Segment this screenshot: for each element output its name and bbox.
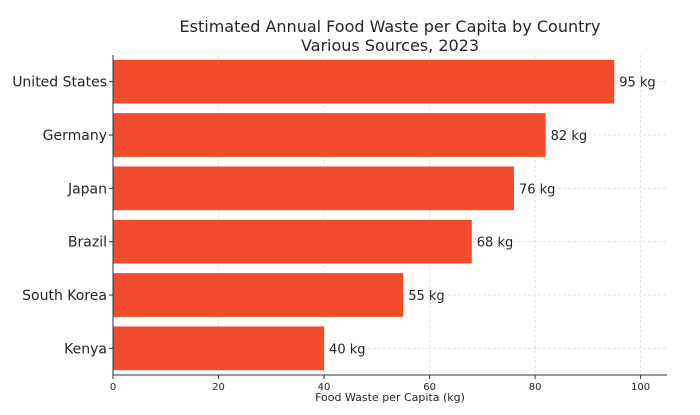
data-label: 68 kg (477, 236, 513, 251)
chart-title: Estimated Annual Food Waste per Capita b… (180, 17, 601, 36)
x-tick-label: 60 (423, 382, 436, 393)
y-tick-labels: United States Germany Japan Brazil South Kor… (12, 75, 107, 358)
data-label: 82 kg (551, 129, 587, 144)
bar-kenya (113, 326, 325, 371)
x-tick-label: 40 (318, 382, 331, 393)
bar-south-korea (113, 273, 404, 317)
y-tick-label: South Korea (22, 288, 107, 304)
y-tick-label: Germany (43, 128, 107, 144)
y-tick-label: United States (12, 75, 107, 91)
data-label: 40 kg (329, 342, 365, 357)
data-label: 76 kg (519, 182, 555, 197)
bar-germany (113, 113, 546, 157)
data-label: 95 kg (619, 76, 655, 91)
x-tick-labels: 0 20 40 60 80 100 (110, 382, 650, 393)
bars (113, 59, 615, 371)
y-tick-label: Brazil (68, 235, 107, 251)
bar-brazil (113, 219, 472, 264)
x-axis-label: Food Waste per Capita (kg) (315, 391, 465, 404)
bar-united-states (113, 59, 615, 104)
y-tick-label: Japan (67, 181, 107, 197)
x-tick-label: 80 (529, 382, 542, 393)
data-label: 55 kg (408, 289, 444, 304)
chart-subtitle: Various Sources, 2023 (301, 36, 479, 55)
y-tick-label: Kenya (64, 341, 107, 357)
x-tick-label: 100 (631, 382, 650, 393)
x-tick-label: 0 (110, 382, 116, 393)
bar-japan (113, 166, 514, 211)
data-labels: 95 kg 82 kg 76 kg 68 kg 55 kg 40 kg (329, 76, 656, 358)
x-tick-label: 20 (212, 382, 225, 393)
